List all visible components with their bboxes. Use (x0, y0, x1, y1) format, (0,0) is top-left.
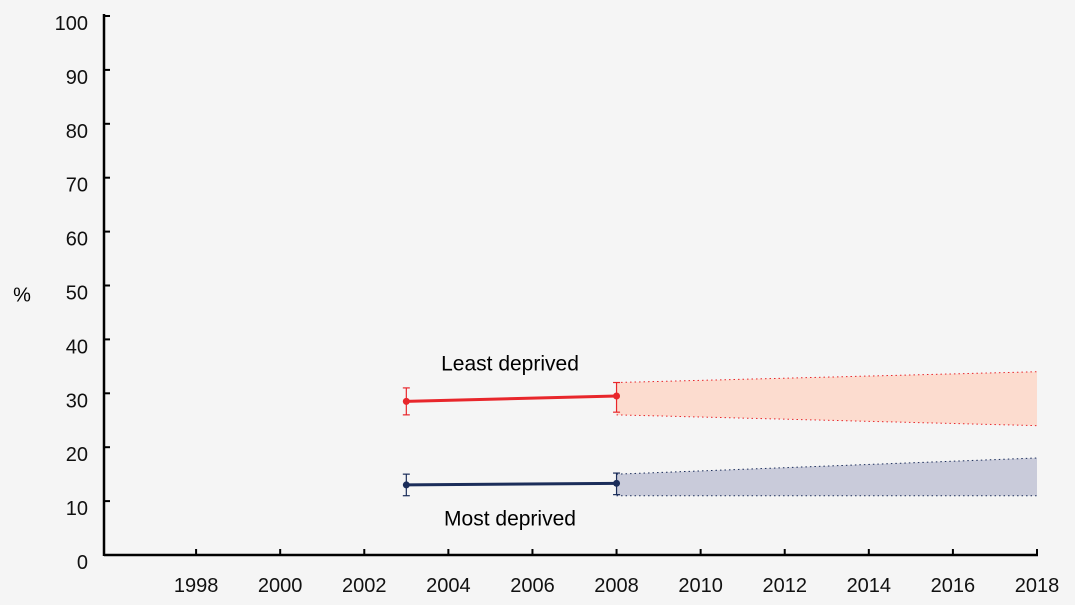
data-point (613, 392, 621, 400)
x-tick-label: 1998 (174, 575, 219, 597)
x-tick-label: 2008 (594, 575, 639, 597)
x-tick-label: 2000 (258, 575, 303, 597)
x-ticks: 1998 2000 2002 2004 2006 2008 2010 2012 2014 2016… (174, 549, 1059, 597)
projection-band-1 (616, 457, 1037, 496)
x-tick-label: 2018 (1015, 575, 1060, 597)
y-tick-label: 0 (77, 552, 88, 574)
y-tick-label: 30 (66, 390, 88, 412)
y-tick-label: 50 (66, 283, 88, 305)
y-tick-label: 100 (55, 13, 88, 35)
series-line-0 (406, 394, 617, 403)
data-point (402, 397, 410, 405)
projection-bands (616, 371, 1038, 497)
y-tick-label: 40 (66, 336, 88, 358)
x-tick-label: 2002 (342, 575, 387, 597)
x-tick-label: 2014 (847, 575, 892, 597)
projection-band-0 (616, 371, 1037, 426)
x-tick-label: 2006 (510, 575, 555, 597)
series-annotations: Least deprived Most deprived (441, 353, 579, 531)
y-tick-label: 80 (66, 121, 88, 143)
y-tick-label: 20 (66, 444, 88, 466)
y-tick-label: 70 (66, 175, 88, 197)
data-point (402, 481, 410, 489)
annotation-most-deprived: Most deprived (444, 507, 576, 530)
x-tick-label: 2010 (678, 575, 723, 597)
x-tick-label: 2016 (931, 575, 976, 597)
y-ticks: 0 10 20 30 40 50 60 70 80 90 100 (55, 13, 110, 574)
data-point (613, 479, 621, 487)
x-tick-label: 2012 (762, 575, 807, 597)
series-line-1 (406, 481, 617, 487)
y-tick-label: 10 (66, 498, 88, 520)
y-tick-label: 60 (66, 229, 88, 251)
x-tick-label: 2004 (426, 575, 471, 597)
y-axis-label: % (13, 285, 31, 307)
annotation-least-deprived: Least deprived (441, 353, 579, 376)
y-tick-label: 90 (66, 67, 88, 89)
series-lines (402, 381, 621, 497)
